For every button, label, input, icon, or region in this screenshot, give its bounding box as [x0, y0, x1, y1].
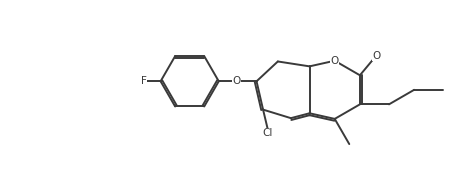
Text: Cl: Cl: [263, 128, 273, 138]
Text: O: O: [232, 76, 240, 86]
Text: O: O: [331, 56, 339, 66]
Text: O: O: [372, 51, 380, 60]
Text: F: F: [141, 76, 146, 86]
